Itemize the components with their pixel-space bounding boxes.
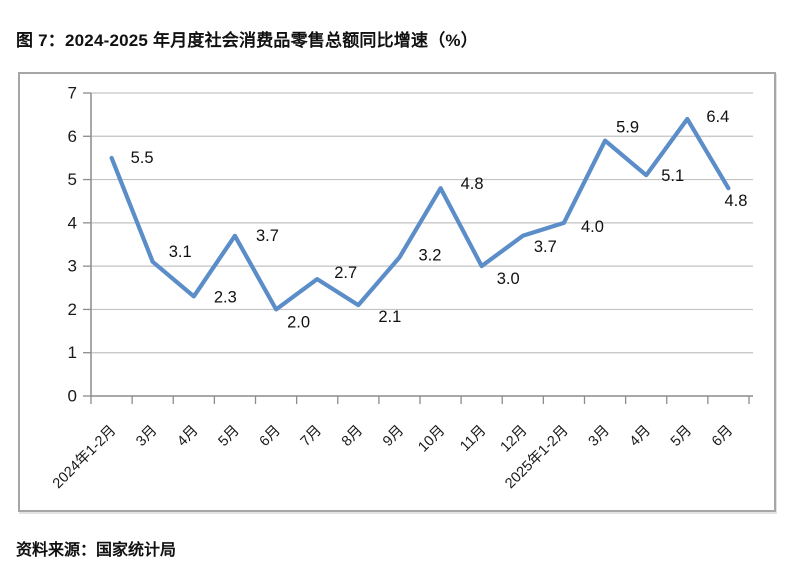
data-point-label: 5.1 bbox=[661, 167, 684, 185]
y-axis-label: 5 bbox=[68, 170, 77, 189]
x-axis-label: 7月 bbox=[298, 423, 325, 450]
data-point-label: 3.7 bbox=[534, 238, 557, 256]
data-point-label: 2.3 bbox=[214, 288, 237, 306]
data-point-label: 4.8 bbox=[461, 175, 484, 193]
x-axis-label: 6月 bbox=[257, 423, 284, 450]
x-axis-label: 5月 bbox=[215, 423, 242, 450]
y-axis-label: 7 bbox=[68, 84, 77, 103]
x-axis-label: 8月 bbox=[339, 423, 366, 450]
data-point-label: 2.1 bbox=[378, 308, 401, 326]
data-point-label: 3.2 bbox=[418, 246, 441, 264]
y-axis-label: 6 bbox=[68, 127, 77, 146]
data-point-label: 2.7 bbox=[334, 264, 357, 282]
data-point-label: 5.9 bbox=[616, 119, 639, 137]
data-point-label: 3.1 bbox=[169, 243, 192, 261]
data-point-label: 3.0 bbox=[497, 270, 520, 288]
x-axis-label: 12月 bbox=[498, 423, 531, 456]
x-axis-label: 3月 bbox=[586, 423, 613, 450]
x-axis-label: 3月 bbox=[133, 423, 160, 450]
data-point-label: 4.8 bbox=[724, 192, 747, 210]
x-axis-label: 4月 bbox=[174, 423, 201, 450]
x-axis-label: 4月 bbox=[627, 423, 654, 450]
x-axis-label: 2024年1-2月 bbox=[49, 422, 119, 492]
y-axis-label: 4 bbox=[68, 213, 77, 232]
series-line bbox=[109, 116, 731, 312]
y-axis-label: 2 bbox=[68, 300, 77, 319]
x-axis-label: 11月 bbox=[457, 423, 489, 455]
chart-panel: 0 1 2 3 4 5 6 7 2024年1-2月 3月 4月 5月 6月 7月 8月 9月 10月 11月 12月… bbox=[18, 72, 776, 512]
y-axis-label: 3 bbox=[68, 257, 77, 276]
x-axis-label: 6月 bbox=[709, 423, 736, 450]
x-axis-label: 5月 bbox=[668, 423, 695, 450]
figure-caption: 图 7：2024-2025 年月度社会消费品零售总额同比增速（%） bbox=[16, 31, 478, 50]
data-point-label: 3.7 bbox=[256, 227, 279, 245]
data-point-label: 6.4 bbox=[706, 108, 729, 126]
y-axis-label: 0 bbox=[68, 387, 77, 406]
x-axis-label: 10月 bbox=[415, 423, 448, 456]
data-point-label: 4.0 bbox=[581, 218, 604, 236]
x-axis-label: 9月 bbox=[380, 423, 407, 450]
data-point-label: 5.5 bbox=[131, 149, 154, 167]
line-chart: 0 1 2 3 4 5 6 7 2024年1-2月 3月 4月 5月 6月 7月 8月 9月 10月 11月 12月… bbox=[49, 84, 753, 492]
source-note: 资料来源：国家统计局 bbox=[16, 542, 177, 559]
data-point-label: 2.0 bbox=[287, 313, 310, 331]
y-axis-label: 1 bbox=[68, 343, 77, 362]
